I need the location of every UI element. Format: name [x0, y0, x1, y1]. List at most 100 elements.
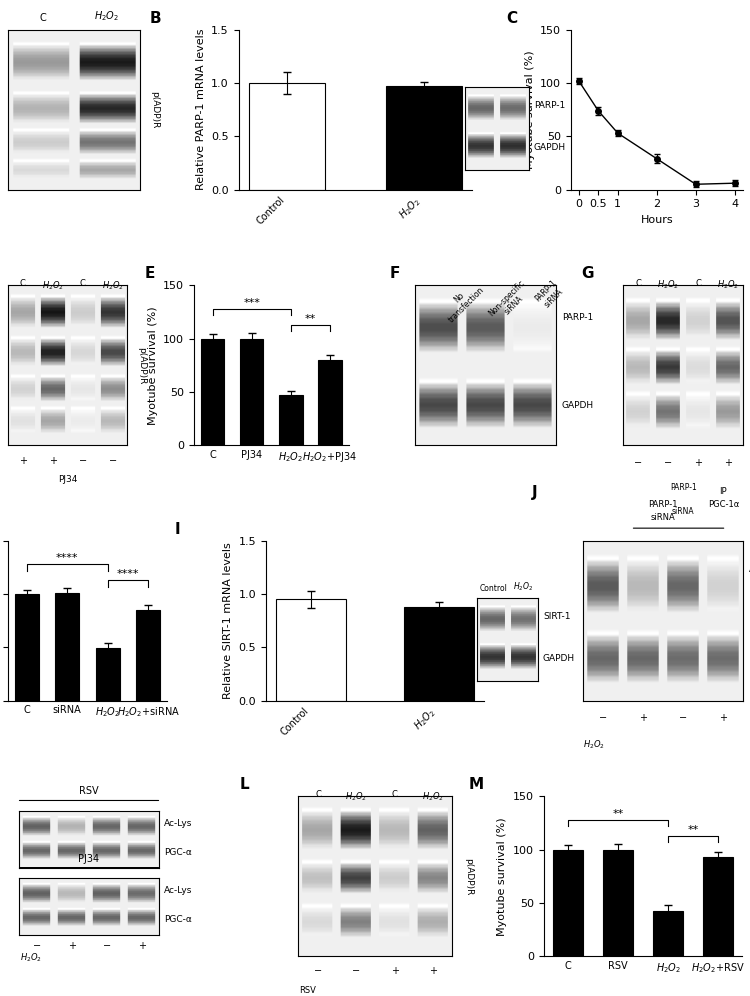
Text: $H_2O_2$: $H_2O_2$ [42, 279, 64, 292]
Text: GAPDH: GAPDH [534, 142, 566, 151]
Text: PARP-1: PARP-1 [670, 483, 697, 492]
Text: **: ** [688, 825, 699, 835]
Text: L: L [240, 777, 250, 792]
Text: PARP-1: PARP-1 [562, 313, 593, 322]
Text: RSV: RSV [298, 986, 316, 995]
Text: −: − [664, 458, 672, 468]
Bar [603, 850, 633, 956]
Text: −: − [109, 456, 117, 466]
Text: ***: *** [243, 298, 260, 308]
Text: $H_2O_2$: $H_2O_2$ [101, 279, 124, 292]
Text: No
transfection: No transfection [440, 278, 486, 325]
Text: +: + [391, 966, 399, 976]
Text: ****: **** [56, 554, 79, 564]
Text: −: − [103, 941, 111, 951]
Text: −: − [79, 456, 87, 466]
Bar [404, 607, 474, 700]
Text: Non-specific
siRNA: Non-specific siRNA [487, 278, 533, 326]
Y-axis label: Myotube survival (%): Myotube survival (%) [497, 817, 508, 935]
Bar [15, 595, 39, 700]
Bar [276, 600, 346, 700]
Text: SIRT-1: SIRT-1 [543, 613, 571, 622]
Text: PGC-1α: PGC-1α [708, 500, 739, 509]
Text: **: ** [612, 809, 623, 819]
Text: ****: **** [116, 570, 139, 580]
Text: +: + [429, 966, 437, 976]
Text: B: B [150, 11, 161, 26]
Text: Ac-Lys: Ac-Lys [164, 819, 193, 828]
Text: +: + [49, 456, 57, 466]
Text: $H_2O_2$: $H_2O_2$ [717, 279, 739, 291]
Text: $H_2O_2$: $H_2O_2$ [20, 952, 42, 964]
Y-axis label: Relative PARP-1 mRNA levels: Relative PARP-1 mRNA levels [196, 29, 206, 190]
Text: −: − [34, 941, 41, 951]
Text: PJ34: PJ34 [79, 854, 100, 864]
Text: Ac-Lys: Ac-Lys [164, 886, 193, 895]
Text: C: C [695, 279, 701, 288]
Text: −: − [634, 458, 643, 468]
Text: $H_2O_2$: $H_2O_2$ [584, 738, 605, 751]
Text: $H_2O_2$: $H_2O_2$ [346, 791, 368, 803]
Text: $H_2O_2$: $H_2O_2$ [422, 791, 444, 803]
Bar [201, 339, 224, 445]
Text: C: C [20, 279, 26, 288]
Text: −: − [599, 713, 608, 723]
Text: PGC-α: PGC-α [164, 848, 192, 857]
Bar [318, 360, 341, 445]
Text: $H_2O_2$: $H_2O_2$ [512, 581, 532, 594]
Bar [386, 87, 462, 189]
Bar [553, 850, 583, 956]
Text: PARP-1: PARP-1 [534, 102, 565, 111]
Bar [56, 593, 80, 700]
Text: p(ADP)R: p(ADP)R [136, 347, 146, 383]
Bar [95, 648, 120, 700]
Bar [136, 611, 160, 700]
Text: Control: Control [479, 585, 507, 594]
Text: −: − [680, 713, 687, 723]
Text: +: + [68, 941, 76, 951]
Text: C: C [506, 11, 517, 26]
Text: Ac-Lys: Ac-Lys [749, 565, 750, 574]
Bar [240, 339, 263, 445]
Bar [279, 395, 302, 445]
Text: +: + [19, 456, 27, 466]
Text: PGC-α: PGC-α [749, 651, 750, 660]
Text: p(ADP)R: p(ADP)R [464, 858, 473, 895]
Text: siRNA: siRNA [672, 507, 694, 516]
X-axis label: Hours: Hours [640, 215, 673, 225]
Text: GAPDH: GAPDH [543, 653, 575, 662]
Y-axis label: Myotube survival (%): Myotube survival (%) [525, 51, 535, 169]
Text: +: + [719, 713, 728, 723]
Bar [704, 858, 734, 956]
Text: F: F [390, 266, 400, 281]
Text: PJ34: PJ34 [58, 475, 77, 484]
Text: siRNA: siRNA [650, 513, 675, 522]
Y-axis label: Relative SIRT-1 mRNA levels: Relative SIRT-1 mRNA levels [223, 543, 233, 699]
Text: GAPDH: GAPDH [562, 400, 594, 409]
Text: RSV: RSV [80, 787, 99, 797]
Text: IP: IP [719, 487, 728, 496]
Text: C: C [80, 279, 86, 288]
Text: I: I [175, 522, 180, 537]
Text: −: − [352, 966, 361, 976]
Text: C: C [40, 14, 46, 24]
Text: J: J [532, 485, 537, 500]
Bar [249, 83, 325, 189]
Text: PARP-1: PARP-1 [648, 500, 677, 509]
Text: $H_2O_2$: $H_2O_2$ [94, 10, 119, 24]
Text: PARP-1
siRNA: PARP-1 siRNA [533, 278, 566, 311]
Text: +: + [639, 713, 647, 723]
Text: +: + [694, 458, 702, 468]
Text: E: E [144, 266, 154, 281]
Text: p(ADP)R: p(ADP)R [151, 91, 160, 128]
Y-axis label: Myotube survival (%): Myotube survival (%) [148, 306, 158, 424]
Text: G: G [581, 266, 593, 281]
Text: +: + [138, 941, 146, 951]
Text: C: C [392, 791, 398, 800]
Text: −: − [314, 966, 322, 976]
Text: C: C [635, 279, 641, 288]
Text: PGC-α: PGC-α [164, 914, 192, 924]
Text: +: + [724, 458, 732, 468]
Text: **: ** [304, 314, 316, 324]
Text: M: M [468, 777, 483, 792]
